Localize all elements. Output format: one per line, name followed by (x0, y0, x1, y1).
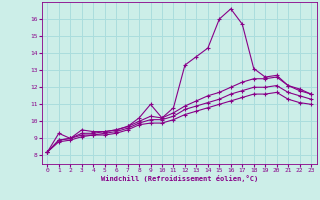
X-axis label: Windchill (Refroidissement éolien,°C): Windchill (Refroidissement éolien,°C) (100, 175, 258, 182)
